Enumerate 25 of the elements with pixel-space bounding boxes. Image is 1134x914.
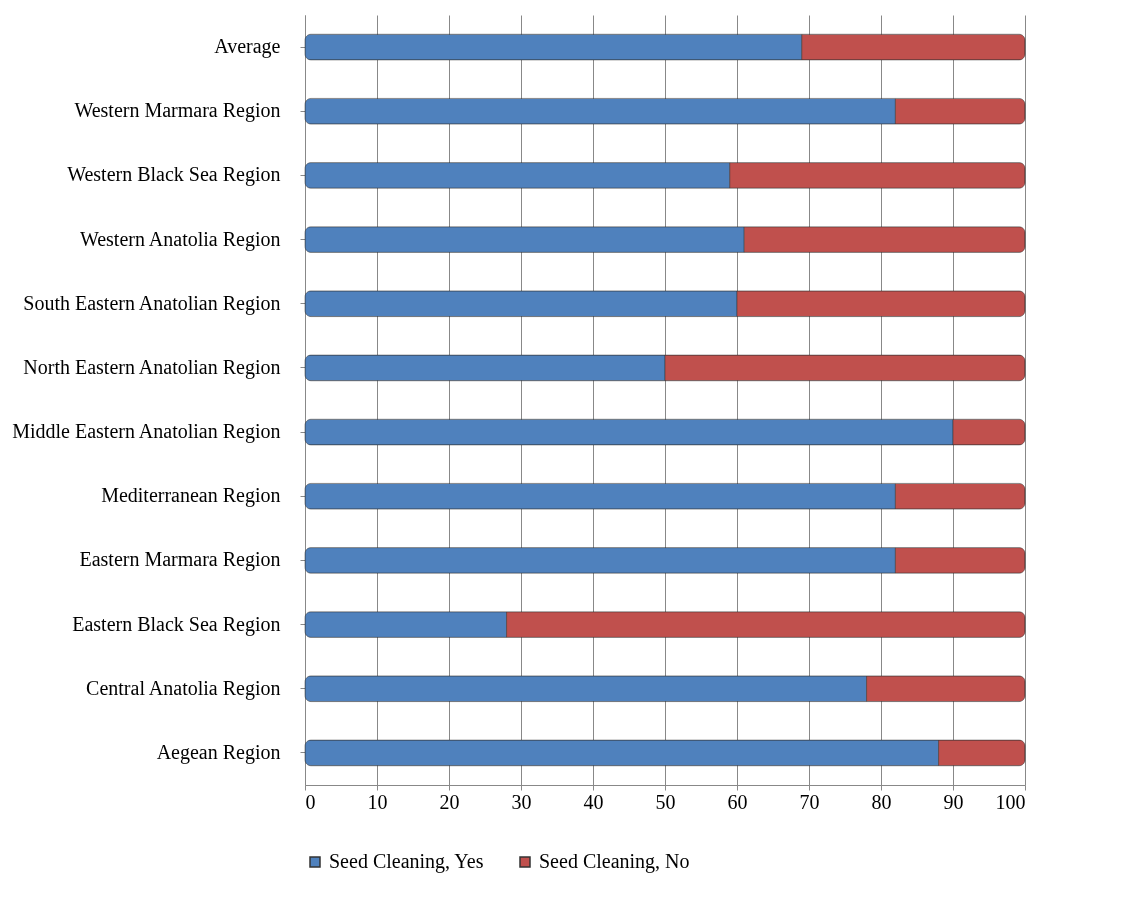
- x-tick-label: 50: [655, 790, 676, 813]
- x-tick-label: 70: [799, 790, 820, 813]
- legend-label: Seed Cleaning, Yes: [329, 850, 484, 873]
- y-tick-label: South Eastern Anatolian Region: [23, 291, 281, 315]
- y-tick-label: Eastern Marmara Region: [79, 548, 281, 572]
- y-tick-label: Mediterranean Region: [101, 484, 281, 508]
- x-tick-label: 80: [871, 790, 892, 813]
- y-tick-label: Middle Eastern Anatolian Region: [12, 420, 281, 444]
- legend-label: Seed Cleaning, No: [539, 850, 690, 873]
- x-tick-label: 60: [727, 790, 748, 813]
- y-tick-label: Eastern Black Sea Region: [72, 612, 281, 636]
- x-tick-label: 0: [305, 790, 316, 813]
- x-tick-label: 20: [439, 790, 460, 813]
- y-tick-label: Central Anatolia Region: [86, 676, 281, 700]
- x-tick-label: 30: [511, 790, 532, 813]
- x-tick-label: 10: [367, 790, 388, 813]
- y-tick-label: Western Anatolia Region: [79, 227, 281, 251]
- y-tick-label: Average: [214, 35, 281, 59]
- x-tick-label: 90: [943, 790, 964, 813]
- y-tick-label: Western Marmara Region: [74, 99, 281, 123]
- x-tick-label: 100: [995, 790, 1026, 813]
- y-tick-label: Aegean Region: [156, 740, 281, 764]
- x-tick-label: 40: [583, 790, 604, 813]
- y-tick-label: North Eastern Anatolian Region: [23, 355, 281, 379]
- y-tick-label: Western Black Sea Region: [67, 163, 281, 187]
